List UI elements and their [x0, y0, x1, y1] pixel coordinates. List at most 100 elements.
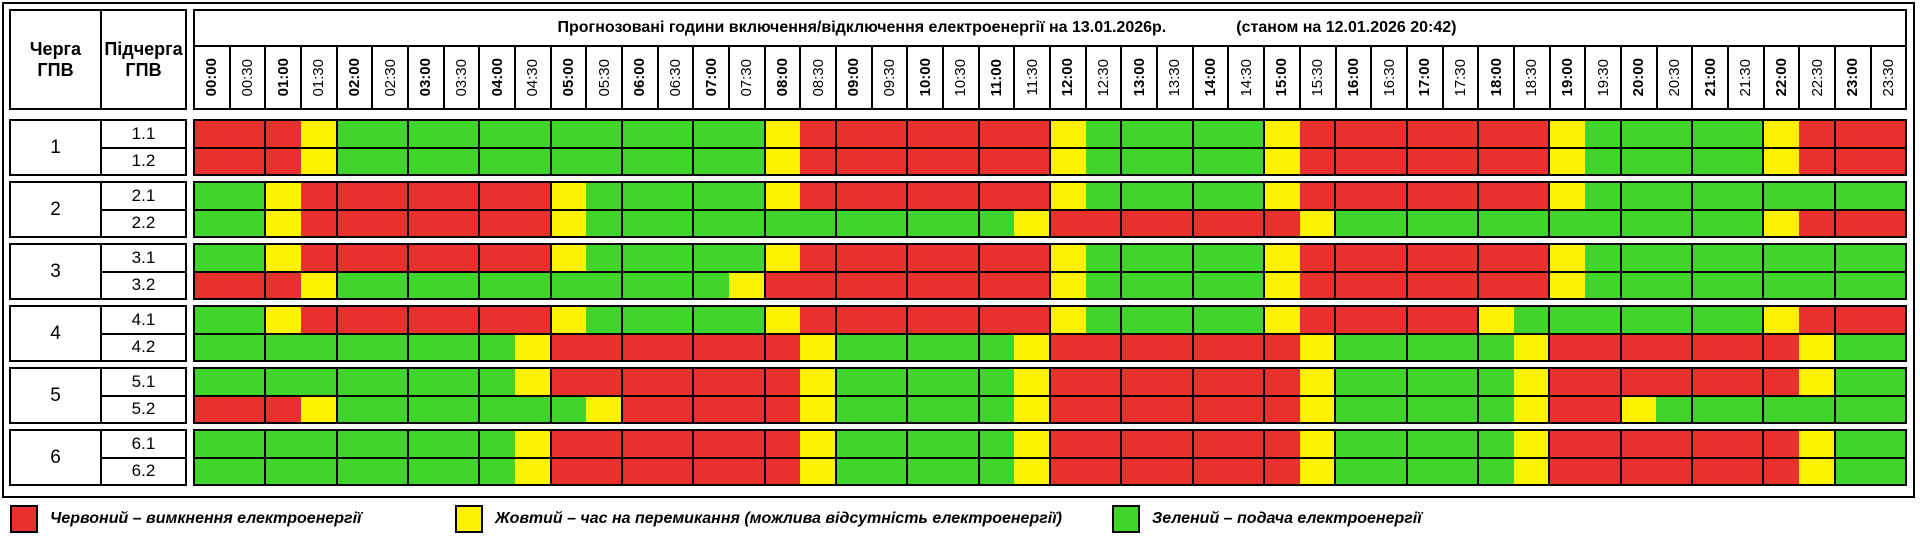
slot-3.2-09:00	[836, 272, 872, 298]
slot-1.1-05:30	[586, 121, 621, 147]
hour-cell	[1050, 183, 1123, 209]
hour-cell	[1122, 183, 1194, 209]
slot-2.2-01:00	[266, 210, 301, 236]
hour-cell	[266, 121, 338, 147]
slot-3.1-00:00	[195, 245, 230, 271]
slot-6.2-05:00	[551, 458, 587, 484]
hour-cell	[1264, 148, 1337, 174]
hour-cell	[551, 431, 623, 457]
time-label: 03:30	[453, 58, 471, 97]
slot-1.1-08:00	[765, 121, 801, 147]
slot-1.1-07:00	[694, 121, 729, 147]
hour-cell	[1621, 396, 1693, 422]
legend-item-green: Зелений – подача електроенергії	[1112, 504, 1422, 534]
slot-2.1-08:00	[765, 183, 801, 209]
slot-2.2-05:00	[551, 210, 587, 236]
slot-3.2-05:30	[586, 272, 621, 298]
slot-5.1-21:30	[1727, 369, 1763, 395]
slot-4.1-15:00	[1264, 307, 1300, 333]
hour-cell	[1550, 396, 1622, 422]
slot-6.2-12:00	[1050, 458, 1086, 484]
slot-6.2-17:30	[1442, 458, 1477, 484]
time-cell-05:30: 05:30	[587, 47, 624, 108]
slot-1.1-06:00	[622, 121, 658, 147]
time-cell-05:00: 05:00	[552, 47, 588, 108]
hour-cell	[337, 183, 409, 209]
slot-4.2-17:30	[1442, 334, 1477, 360]
hour-cell	[195, 121, 267, 147]
group-5-grid	[193, 367, 1907, 424]
slot-5.1-07:00	[694, 369, 729, 395]
hour-cell	[1835, 121, 1905, 147]
slot-4.1-10:30	[942, 307, 978, 333]
slot-4.2-19:30	[1584, 334, 1620, 360]
slot-3.1-13:30	[1156, 245, 1192, 271]
slot-5.1-20:30	[1656, 369, 1691, 395]
slot-5.1-10:00	[908, 369, 943, 395]
schedule-row-6.2	[195, 458, 1905, 484]
slot-4.1-11:30	[1014, 307, 1049, 333]
hour-cell	[408, 307, 481, 333]
queue-number-6: 6	[11, 431, 102, 484]
hour-cell	[551, 369, 623, 395]
hour-cell	[908, 334, 980, 360]
hour-cell	[694, 369, 766, 395]
slot-2.1-12:00	[1050, 183, 1086, 209]
slot-1.2-06:00	[622, 148, 658, 174]
slot-5.1-17:30	[1442, 369, 1477, 395]
hour-cell	[1336, 272, 1408, 298]
slot-2.1-13:00	[1122, 183, 1157, 209]
hour-cell	[266, 431, 338, 457]
slot-2.2-12:00	[1050, 210, 1086, 236]
time-label: 04:30	[524, 58, 542, 97]
slot-1.1-22:00	[1764, 121, 1799, 147]
slot-4.2-02:00	[337, 334, 373, 360]
slot-4.1-09:00	[836, 307, 872, 333]
slot-3.2-20:30	[1656, 272, 1691, 298]
subqueue-column: 6.1 6.2	[102, 431, 185, 484]
slot-3.2-22:30	[1798, 272, 1834, 298]
slot-4.2-15:30	[1299, 334, 1335, 360]
slot-2.2-17:00	[1407, 210, 1443, 236]
slot-2.1-07:30	[728, 183, 764, 209]
hour-cell	[979, 334, 1051, 360]
hour-cell	[1050, 396, 1123, 422]
slot-1.2-21:00	[1692, 148, 1728, 174]
slot-2.2-16:30	[1370, 210, 1406, 236]
time-label: 00:30	[239, 58, 256, 97]
slot-2.1-21:00	[1692, 183, 1728, 209]
hour-cell	[1764, 396, 1836, 422]
slot-1.1-13:30	[1156, 121, 1192, 147]
time-cell-12:00: 12:00	[1051, 47, 1087, 108]
time-cell-16:30: 16:30	[1372, 47, 1408, 108]
queue-number-2: 2	[11, 183, 102, 236]
hour-cell	[765, 272, 837, 298]
hour-cell	[1621, 245, 1693, 271]
hour-cell	[1122, 210, 1194, 236]
hour-cell	[1478, 431, 1551, 457]
slot-5.1-15:00	[1264, 369, 1300, 395]
slot-6.1-15:30	[1299, 431, 1335, 457]
slot-4.1-19:30	[1584, 307, 1620, 333]
slot-5.2-18:30	[1513, 396, 1549, 422]
hour-cell	[1193, 431, 1265, 457]
slot-4.1-15:30	[1299, 307, 1335, 333]
slot-1.1-12:00	[1050, 121, 1086, 147]
hour-cell	[1050, 307, 1123, 333]
slot-1.1-21:30	[1727, 121, 1763, 147]
slot-3.1-23:00	[1835, 245, 1871, 271]
hour-cell	[765, 458, 837, 484]
status-timestamp: (станом на 12.01.2026 20:42)	[1236, 19, 1457, 36]
time-label: 05:00	[560, 58, 578, 97]
slot-4.1-14:00	[1193, 307, 1229, 333]
slot-3.2-02:30	[372, 272, 407, 298]
slot-3.2-04:30	[514, 272, 550, 298]
slot-1.2-00:30	[229, 148, 265, 174]
slot-4.1-13:00	[1122, 307, 1157, 333]
slot-5.2-02:30	[372, 396, 407, 422]
hour-cell	[1835, 396, 1905, 422]
hour-cell	[908, 210, 980, 236]
hour-cell	[836, 148, 909, 174]
hour-cell	[551, 121, 623, 147]
slot-1.1-05:00	[551, 121, 587, 147]
